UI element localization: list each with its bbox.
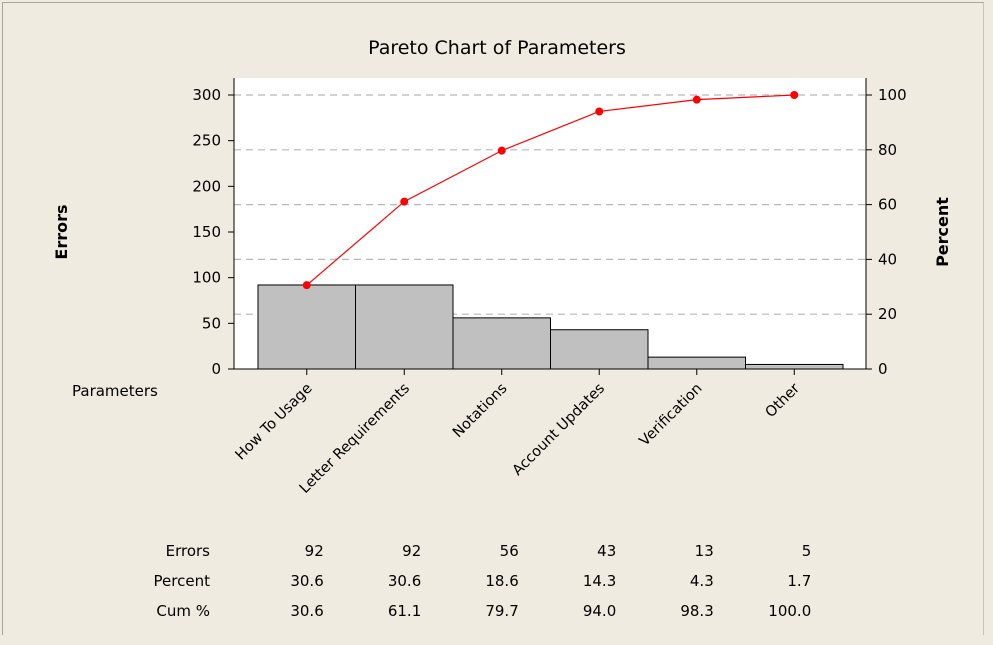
right-tick-label: 40 [878, 250, 897, 268]
cumulative-point [595, 107, 604, 116]
category-label: Letter Requirements [297, 381, 413, 497]
bar [745, 363, 844, 370]
left-tick-label: 50 [202, 314, 221, 332]
left-tick-label: 150 [192, 223, 221, 241]
bar [647, 356, 746, 370]
left-tick-label: 100 [192, 269, 221, 287]
table-cell: 98.3 [680, 602, 713, 620]
table-cell: 94.0 [583, 602, 616, 620]
table-row-label: Errors [166, 542, 211, 560]
table-cell: 14.3 [583, 572, 616, 590]
table-row-label: Cum % [156, 602, 210, 620]
right-tick-label: 60 [878, 196, 897, 214]
bar [355, 284, 454, 370]
chart-title: Pareto Chart of Parameters [368, 37, 626, 59]
table-cell: 79.7 [485, 602, 518, 620]
right-tick-label: 20 [878, 305, 897, 323]
left-tick-label: 200 [192, 177, 221, 195]
table-cell: 43 [597, 542, 616, 560]
category-label: Account Updates [510, 381, 608, 479]
table-cell: 4.3 [690, 572, 714, 590]
category-label: How To Usage [233, 380, 316, 463]
table-cell: 100.0 [768, 602, 811, 620]
cumulative-point [692, 95, 701, 104]
bar [452, 317, 551, 370]
table-cell: 61.1 [388, 602, 421, 620]
bar [550, 329, 649, 370]
right-tick-label: 100 [878, 86, 907, 104]
table-cell: 56 [500, 542, 519, 560]
right-tick-label: 80 [878, 141, 897, 159]
table-cell: 92 [305, 542, 324, 560]
table-cell: 13 [695, 542, 714, 560]
table-cell: 30.6 [388, 572, 421, 590]
table-cell: 92 [402, 542, 421, 560]
right-tick-label: 0 [878, 360, 888, 378]
table-cell: 1.7 [787, 572, 811, 590]
category-label: Verification [637, 381, 706, 450]
left-axis-title: Errors [52, 204, 71, 259]
category-label: Notations [450, 381, 511, 442]
cumulative-point [497, 146, 506, 155]
table-cell: 30.6 [290, 572, 323, 590]
table-row-label: Percent [154, 572, 211, 590]
cumulative-point [400, 197, 409, 206]
table-cell: 18.6 [485, 572, 518, 590]
left-tick-label: 250 [192, 132, 221, 150]
cumulative-line [306, 94, 795, 286]
left-tick-label: 300 [192, 86, 221, 104]
category-label: Other [763, 380, 803, 420]
cumulative-point [302, 281, 311, 290]
left-tick-label: 0 [211, 360, 221, 378]
bar [257, 284, 356, 370]
cumulative-point [790, 91, 799, 99]
table-cell: 30.6 [290, 602, 323, 620]
window-border [2, 2, 984, 635]
table-cell: 5 [802, 542, 812, 560]
right-axis-title: Percent [933, 197, 952, 267]
x-axis-label: Parameters [72, 382, 158, 400]
